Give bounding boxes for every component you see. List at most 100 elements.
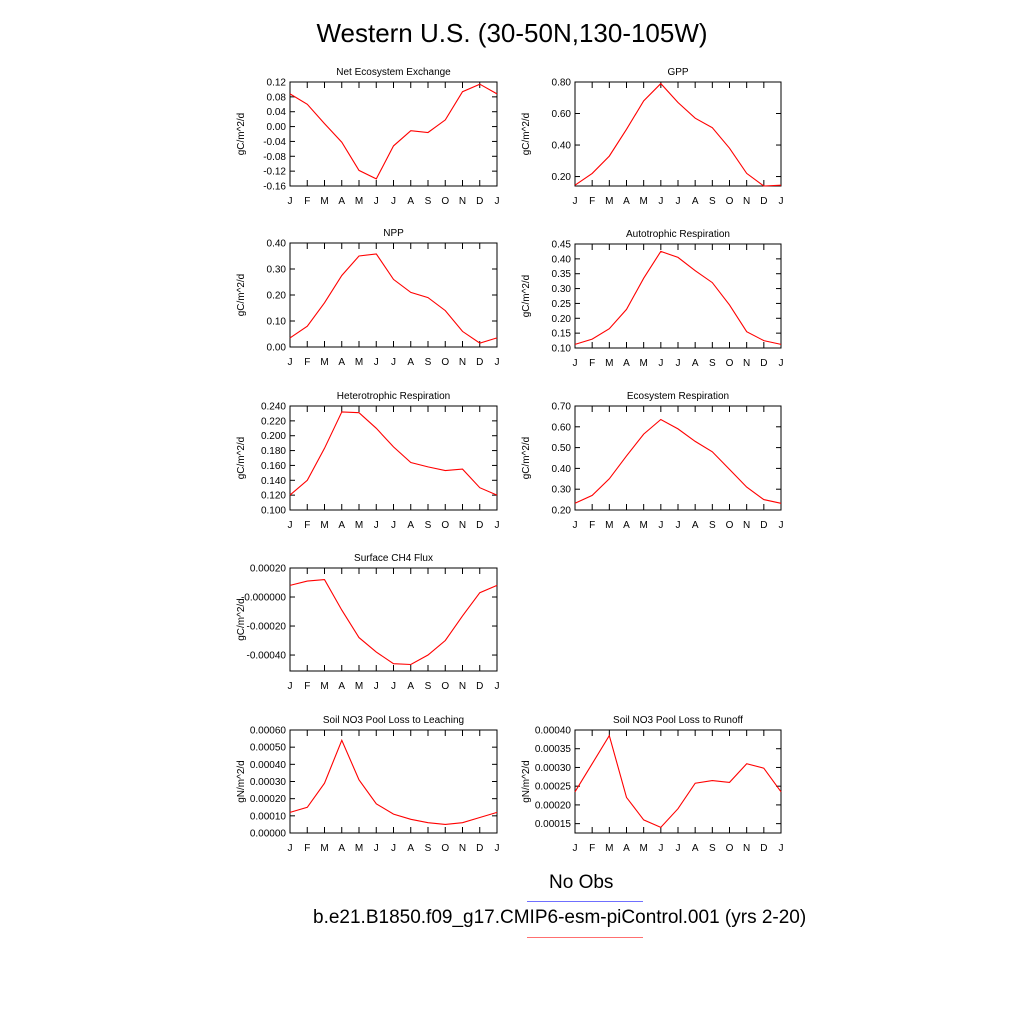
y-tick-label: 0.00015 (535, 819, 572, 830)
chart-panel-9: Soil NO3 Pool Loss to RunoffgN/m^2/d0.00… (521, 715, 784, 854)
x-tick-label: S (425, 357, 432, 368)
x-tick-label: J (573, 196, 578, 207)
x-tick-label: F (589, 520, 595, 531)
x-tick-label: A (623, 843, 630, 854)
y-tick-label: 0.00040 (535, 726, 572, 737)
x-tick-label: J (495, 357, 500, 368)
x-tick-label: J (391, 681, 396, 692)
y-tick-label: 0.20 (552, 172, 572, 183)
x-tick-label: F (589, 843, 595, 854)
x-tick-label: O (726, 358, 734, 369)
plot-frame (574, 243, 782, 349)
page-title: Western U.S. (30-50N,130-105W) (316, 18, 708, 48)
y-tick-label: -0.00020 (247, 622, 287, 633)
y-tick-label: 0.60 (552, 109, 572, 120)
x-tick-label: J (391, 357, 396, 368)
x-tick-label: J (779, 520, 784, 531)
y-tick-label: 0.00 (267, 122, 287, 133)
x-tick-label: J (573, 843, 578, 854)
series-line (289, 411, 498, 496)
y-tick-label: 0.25 (552, 299, 572, 310)
x-tick-label: N (743, 358, 750, 369)
x-tick-label: A (407, 681, 414, 692)
y-tick-label: 0.00035 (535, 744, 572, 755)
x-tick-label: S (425, 843, 432, 854)
x-tick-label: N (743, 843, 750, 854)
y-tick-label: 0.12 (267, 78, 287, 89)
x-tick-label: M (355, 196, 363, 207)
y-tick-label: 0.00030 (535, 763, 572, 774)
chart-panel-8: Soil NO3 Pool Loss to LeachinggN/m^2/d0.… (236, 715, 500, 854)
y-tick-label: 0.00 (267, 343, 287, 354)
x-tick-label: N (459, 196, 466, 207)
x-tick-label: M (320, 843, 328, 854)
plot-frame (574, 405, 782, 511)
x-tick-label: A (407, 520, 414, 531)
x-tick-label: A (692, 520, 699, 531)
y-tick-label: 0.45 (552, 240, 572, 251)
x-tick-label: A (692, 358, 699, 369)
x-tick-label: J (658, 358, 663, 369)
y-tick-label: -0.08 (263, 152, 286, 163)
x-tick-label: J (676, 843, 681, 854)
x-tick-label: J (374, 520, 379, 531)
y-tick-label: 0.70 (552, 402, 572, 413)
x-tick-label: F (589, 358, 595, 369)
y-tick-label: 0.20 (267, 291, 287, 302)
x-tick-label: M (355, 357, 363, 368)
x-tick-label: F (589, 196, 595, 207)
x-tick-label: J (676, 196, 681, 207)
x-tick-label: M (605, 358, 613, 369)
x-tick-label: S (425, 681, 432, 692)
series-line (574, 82, 782, 187)
x-tick-label: J (779, 358, 784, 369)
y-tick-label: 0.180 (261, 446, 286, 457)
x-tick-label: J (391, 196, 396, 207)
x-tick-label: A (623, 358, 630, 369)
x-tick-label: J (391, 843, 396, 854)
x-tick-label: J (288, 357, 293, 368)
x-tick-label: A (338, 681, 345, 692)
legend-obs-label: No Obs (549, 872, 614, 893)
x-tick-label: M (320, 681, 328, 692)
x-tick-label: O (441, 681, 449, 692)
y-tick-label: 0.00020 (535, 800, 572, 811)
y-tick-label: 0.00000 (250, 829, 287, 840)
y-tick-label: 0.160 (261, 461, 286, 472)
x-tick-label: J (288, 196, 293, 207)
y-axis-label: gC/m^2/d (521, 437, 532, 480)
x-tick-label: A (407, 357, 414, 368)
x-tick-label: O (726, 196, 734, 207)
plot-frame (289, 242, 498, 348)
x-tick-label: J (391, 520, 396, 531)
x-tick-label: D (476, 520, 483, 531)
y-tick-label: 0.50 (552, 443, 572, 454)
x-tick-label: J (779, 196, 784, 207)
x-tick-label: D (476, 357, 483, 368)
y-tick-label: -0.00040 (247, 651, 287, 662)
plot-frame (289, 729, 498, 834)
panel-title: Soil NO3 Pool Loss to Runoff (613, 715, 743, 726)
chart-panel-5: Heterotrophic Respiration gC/m^2/d 0.100 0.… (236, 391, 500, 531)
series-line (289, 738, 498, 825)
panel-title: Surface CH4 Flux (354, 553, 433, 564)
x-tick-label: M (355, 843, 363, 854)
y-tick-label: 0.140 (261, 476, 286, 487)
x-tick-label: D (760, 196, 767, 207)
series-line (289, 83, 498, 180)
plot-frame (289, 567, 498, 672)
x-tick-label: S (709, 196, 716, 207)
y-axis-label: gC/m^2/d (236, 437, 247, 480)
x-tick-label: N (743, 520, 750, 531)
y-axis-label: gC/m^2/d (236, 113, 247, 156)
x-tick-label: S (709, 358, 716, 369)
y-tick-label: 0.04 (267, 107, 287, 118)
y-tick-label: 0.220 (261, 416, 286, 427)
x-tick-label: N (459, 520, 466, 531)
panel-title: GPP (667, 67, 688, 78)
x-tick-label: J (676, 520, 681, 531)
y-tick-label: 0.100 (261, 506, 286, 517)
